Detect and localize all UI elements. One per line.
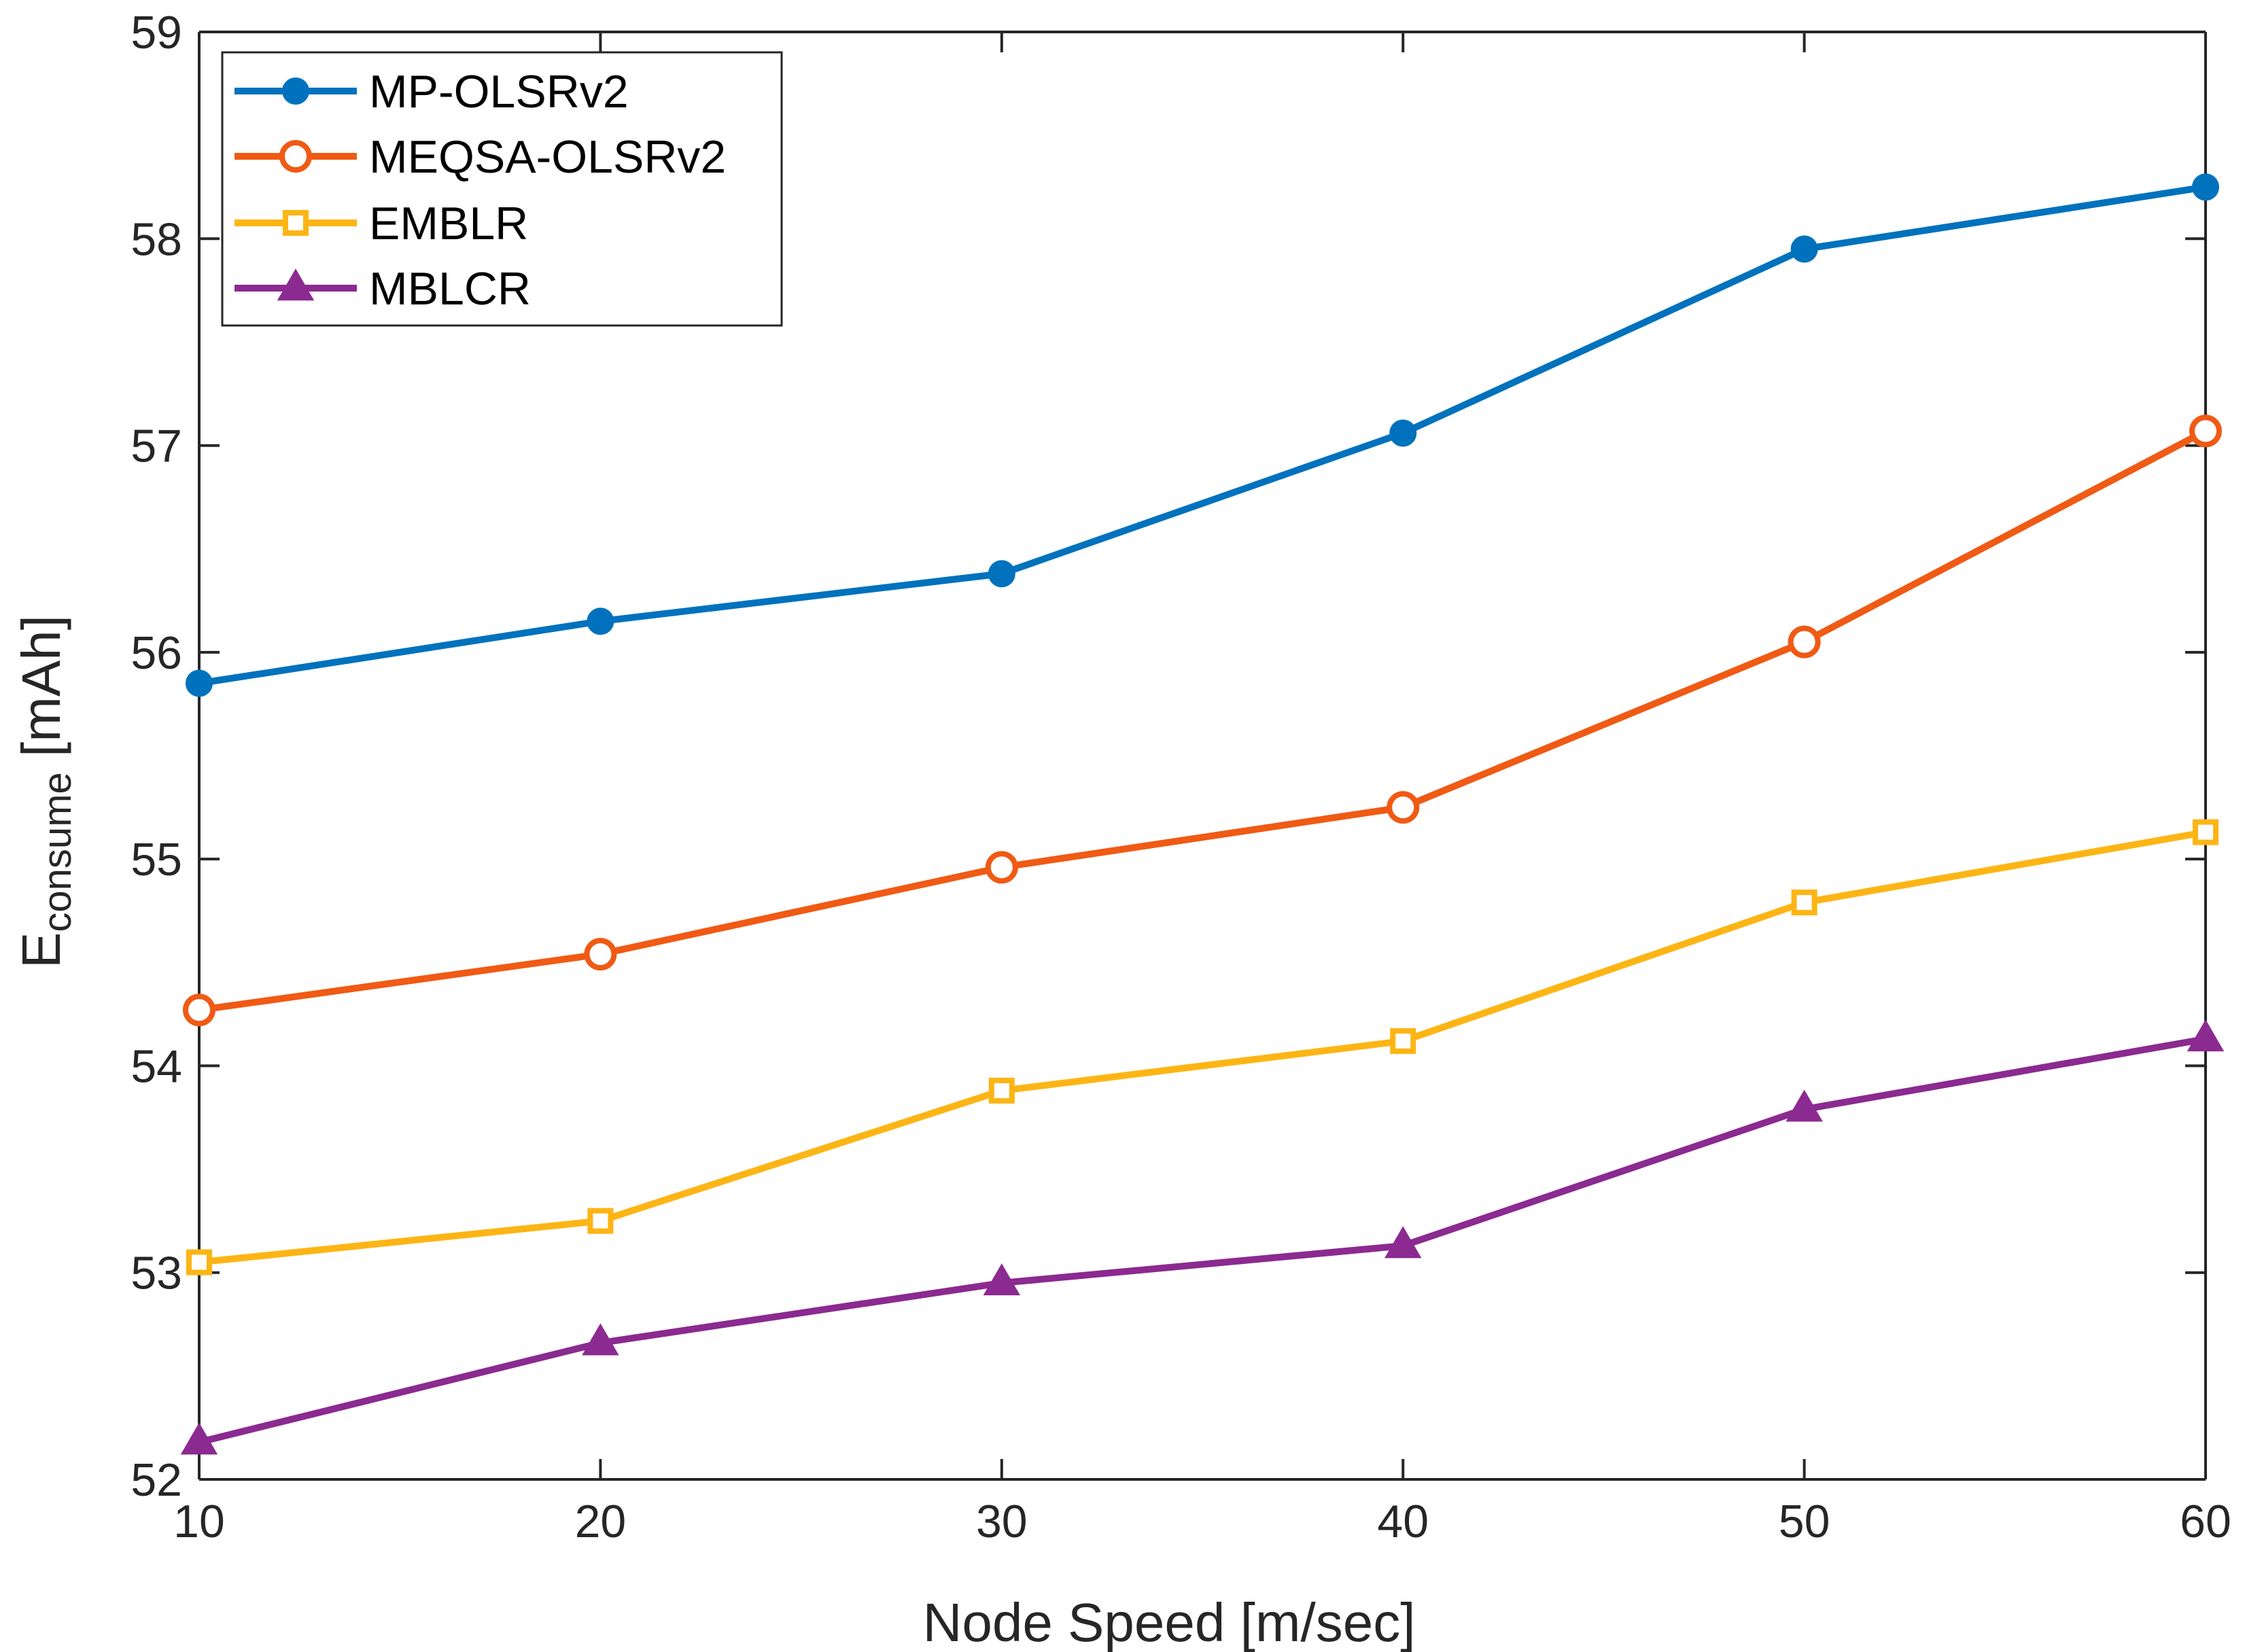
- legend-label: MEQSA-OLSRv2: [369, 131, 726, 183]
- legend: MP-OLSRv2 MEQSA-OLSRv2 EMBLR MBLCR: [221, 51, 783, 327]
- data-point: [186, 1249, 212, 1276]
- legend-entry: MP-OLSRv2: [234, 66, 629, 118]
- legend-label: MP-OLSRv2: [369, 66, 629, 118]
- legend-box: [221, 51, 783, 327]
- y-tick-label: 56: [130, 627, 182, 679]
- x-tick-label: 60: [2180, 1496, 2231, 1547]
- series-meqsa-olsrv2: [183, 415, 2222, 1027]
- series-line: [196, 183, 2209, 687]
- legend-entry: MEQSA-OLSRv2: [234, 131, 726, 183]
- data-point: [584, 938, 617, 971]
- data-point: [1384, 1226, 1422, 1259]
- series-mp-olsrv2: [186, 173, 2219, 697]
- y-tick-label: 58: [130, 213, 182, 265]
- data-point: [1791, 890, 1817, 916]
- x-axis-label: Node Speed [m/sec]: [923, 1592, 1416, 1652]
- legend-marker: [283, 210, 309, 236]
- data-point: [587, 608, 614, 635]
- y-axis-label-sub: consume: [35, 772, 80, 932]
- series-line: [196, 1035, 2209, 1446]
- x-tick-label: 10: [173, 1496, 225, 1547]
- data-point: [2192, 173, 2219, 201]
- data-point: [983, 1263, 1021, 1296]
- data-point: [1390, 1027, 1416, 1054]
- data-point: [2193, 819, 2218, 845]
- x-tick-label: 30: [976, 1496, 1028, 1547]
- series-emblr: [186, 819, 2218, 1276]
- data-point: [1790, 235, 1818, 263]
- y-tick-label: 59: [130, 7, 182, 58]
- series-mblcr: [180, 1019, 2225, 1455]
- data-point: [2189, 415, 2222, 448]
- y-tick-label: 54: [130, 1040, 182, 1092]
- axes: 10 20 30 40 50 60 52 53 54 55 56 57 58 59: [130, 7, 2231, 1547]
- legend-marker: [282, 77, 309, 105]
- y-axis-label-main: E: [11, 932, 71, 968]
- y-axis-label-unit: [mAh]: [11, 615, 71, 772]
- legend-entry: MBLCR: [234, 263, 531, 315]
- legend-marker: [277, 268, 315, 301]
- x-tick-label: 20: [575, 1496, 627, 1547]
- y-axis-label: Econsume [mAh]: [11, 615, 80, 968]
- y-tick-label: 52: [130, 1454, 182, 1506]
- data-point: [582, 1323, 619, 1356]
- data-point: [587, 1208, 614, 1234]
- series-line: [196, 828, 2209, 1266]
- y-tick-label: 57: [130, 421, 182, 472]
- y-tick-label: 53: [130, 1248, 182, 1299]
- data-point: [1387, 791, 1420, 824]
- data-point: [985, 851, 1018, 884]
- data-point: [186, 669, 213, 697]
- legend-entry: EMBLR: [234, 198, 528, 249]
- legend-label: EMBLR: [369, 198, 528, 249]
- data-point: [1786, 1089, 1823, 1122]
- data-point: [988, 560, 1015, 588]
- x-tick-label: 50: [1779, 1496, 1830, 1547]
- series-line: [196, 427, 2209, 1014]
- legend-label: MBLCR: [369, 263, 531, 315]
- data-point: [988, 1077, 1015, 1104]
- y-tick-label: 55: [130, 834, 182, 885]
- x-tick-label: 40: [1377, 1496, 1429, 1547]
- data-point: [1389, 419, 1417, 447]
- plot-area: [180, 173, 2225, 1455]
- legend-marker: [279, 140, 312, 173]
- data-point: [2187, 1019, 2225, 1052]
- data-point: [1788, 625, 1821, 658]
- data-point: [183, 994, 215, 1027]
- data-point: [180, 1422, 218, 1455]
